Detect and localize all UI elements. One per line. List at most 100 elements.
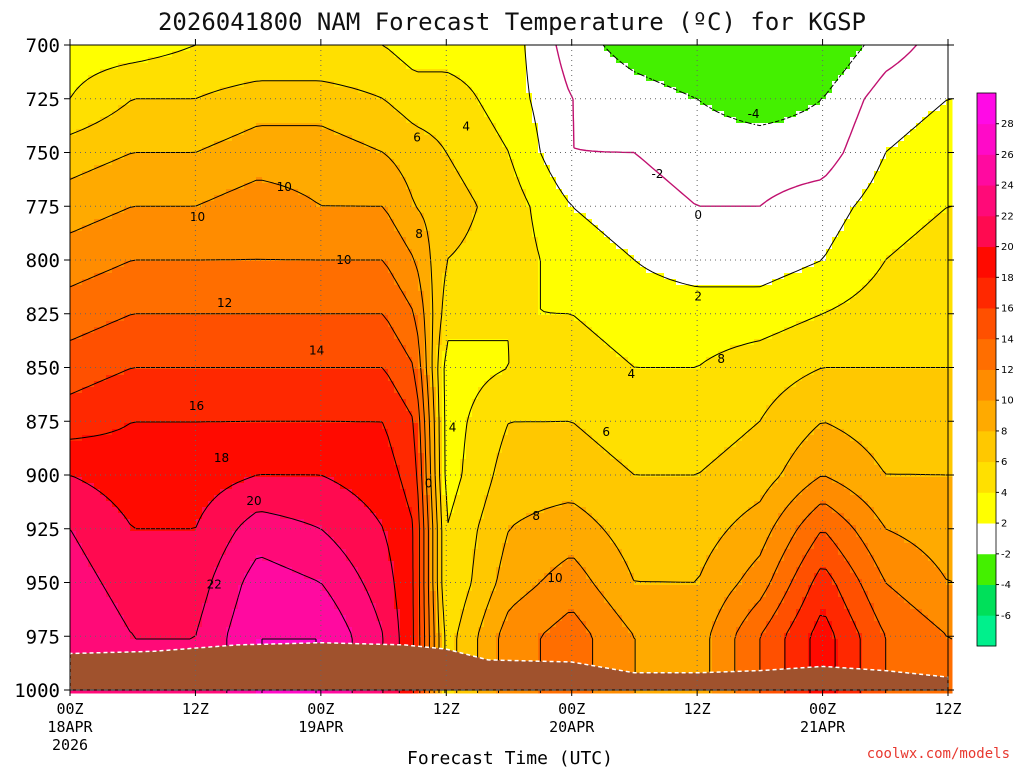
field-cell: [304, 453, 311, 460]
field-cell: [88, 93, 95, 100]
field-cell: [130, 357, 137, 364]
field-cell: [208, 171, 215, 178]
field-cell: [220, 471, 227, 478]
field-cell: [286, 519, 293, 526]
field-cell: [160, 393, 167, 400]
field-cell: [184, 129, 191, 136]
field-cell: [232, 615, 239, 622]
field-cell: [316, 285, 323, 292]
field-cell: [244, 501, 251, 508]
field-cell: [76, 369, 83, 376]
field-cell: [208, 69, 215, 76]
field-cell: [178, 597, 185, 604]
field-cell: [94, 183, 101, 190]
field-cell: [166, 75, 173, 82]
field-cell: [94, 81, 101, 88]
field-cell: [244, 135, 251, 142]
field-cell: [226, 393, 233, 400]
field-cell: [130, 141, 137, 148]
field-cell: [142, 609, 149, 616]
field-cell: [202, 153, 209, 160]
field-cell: [172, 117, 179, 124]
field-cell: [268, 531, 275, 538]
field-cell: [316, 111, 323, 118]
field-cell: [268, 87, 275, 94]
field-cell: [208, 411, 215, 418]
field-cell: [118, 279, 125, 286]
field-cell: [76, 165, 83, 172]
field-cell: [256, 471, 263, 478]
field-cell: [310, 417, 317, 424]
field-cell: [262, 549, 269, 556]
field-cell: [298, 369, 305, 376]
field-cell: [280, 345, 287, 352]
field-cell: [94, 645, 101, 652]
field-cell: [328, 153, 335, 160]
field-cell: [280, 219, 287, 226]
field-cell: [298, 231, 305, 238]
field-cell: [190, 171, 197, 178]
field-cell: [124, 165, 131, 172]
field-cell: [142, 351, 149, 358]
field-cell: [298, 243, 305, 250]
field-cell: [172, 543, 179, 550]
field-cell: [340, 267, 347, 274]
field-cell: [130, 381, 137, 388]
field-cell: [94, 333, 101, 340]
field-cell: [256, 639, 263, 646]
field-cell: [310, 435, 317, 442]
field-cell: [184, 501, 191, 508]
field-cell: [334, 105, 341, 112]
field-cell: [190, 303, 197, 310]
field-cell: [238, 87, 245, 94]
field-cell: [328, 531, 335, 538]
field-cell: [304, 579, 311, 586]
field-cell: [322, 495, 329, 502]
field-cell: [202, 447, 209, 454]
field-cell: [226, 435, 233, 442]
field-cell: [136, 201, 143, 208]
field-cell: [82, 315, 89, 322]
field-cell: [94, 321, 101, 328]
field-cell: [190, 81, 197, 88]
field-cell: [112, 327, 119, 334]
field-cell: [226, 363, 233, 370]
field-cell: [298, 567, 305, 574]
field-cell: [106, 465, 113, 472]
field-cell: [310, 45, 317, 52]
field-cell: [130, 543, 137, 550]
field-cell: [328, 111, 335, 118]
field-cell: [256, 117, 263, 124]
field-cell: [280, 291, 287, 298]
field-cell: [304, 45, 311, 52]
field-cell: [256, 189, 263, 196]
field-cell: [130, 255, 137, 262]
field-cell: [142, 357, 149, 364]
field-cell: [268, 153, 275, 160]
field-cell: [286, 537, 293, 544]
field-cell: [76, 483, 83, 490]
field-cell: [154, 447, 161, 454]
field-cell: [280, 573, 287, 580]
field-cell: [274, 459, 281, 466]
field-cell: [82, 501, 89, 508]
field-cell: [88, 567, 95, 574]
field-cell: [340, 249, 347, 256]
field-cell: [94, 75, 101, 82]
field-cell: [322, 561, 329, 568]
field-cell: [190, 345, 197, 352]
field-cell: [268, 321, 275, 328]
field-cell: [238, 267, 245, 274]
field-cell: [220, 447, 227, 454]
field-cell: [88, 69, 95, 76]
field-cell: [94, 465, 101, 472]
field-cell: [244, 51, 251, 58]
field-cell: [130, 165, 137, 172]
field-cell: [268, 255, 275, 262]
field-cell: [130, 51, 137, 58]
field-cell: [136, 231, 143, 238]
field-cell: [250, 471, 257, 478]
field-cell: [178, 117, 185, 124]
field-cell: [292, 591, 299, 598]
